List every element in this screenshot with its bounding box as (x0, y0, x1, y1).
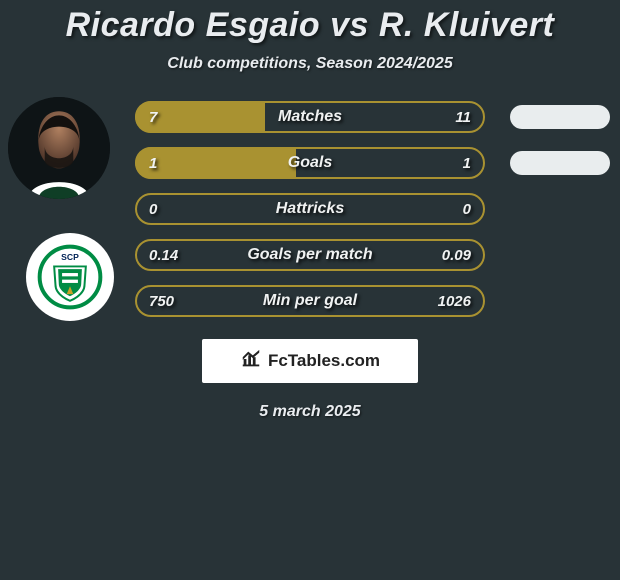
stat-bar-bg (135, 193, 485, 225)
right-pill (510, 151, 610, 175)
brand-box[interactable]: FcTables.com (202, 339, 418, 383)
stat-bar-fill (135, 101, 265, 133)
club-badge: SCP (26, 233, 114, 321)
stat-row: 7501026Min per goal (135, 285, 485, 317)
stat-bar-fill (135, 147, 296, 179)
date-label: 5 march 2025 (0, 403, 620, 421)
bar-chart-icon (240, 348, 262, 375)
right-pill (510, 105, 610, 129)
stat-bar-bg (135, 239, 485, 271)
stat-row: 00Hattricks (135, 193, 485, 225)
page-title: Ricardo Esgaio vs R. Kluivert (0, 6, 620, 45)
brand-label: FcTables.com (268, 351, 380, 371)
svg-text:SCP: SCP (61, 252, 79, 262)
stat-row: 0.140.09Goals per match (135, 239, 485, 271)
player-avatar (8, 97, 110, 199)
stat-row: 711Matches (135, 101, 485, 133)
stats-area: SCP 711Matches 11Goals 00Hattricks 0.140.09… (0, 101, 620, 317)
season-subtitle: Club competitions, Season 2024/2025 (0, 55, 620, 73)
stat-bar-bg (135, 285, 485, 317)
stat-row: 11Goals (135, 147, 485, 179)
